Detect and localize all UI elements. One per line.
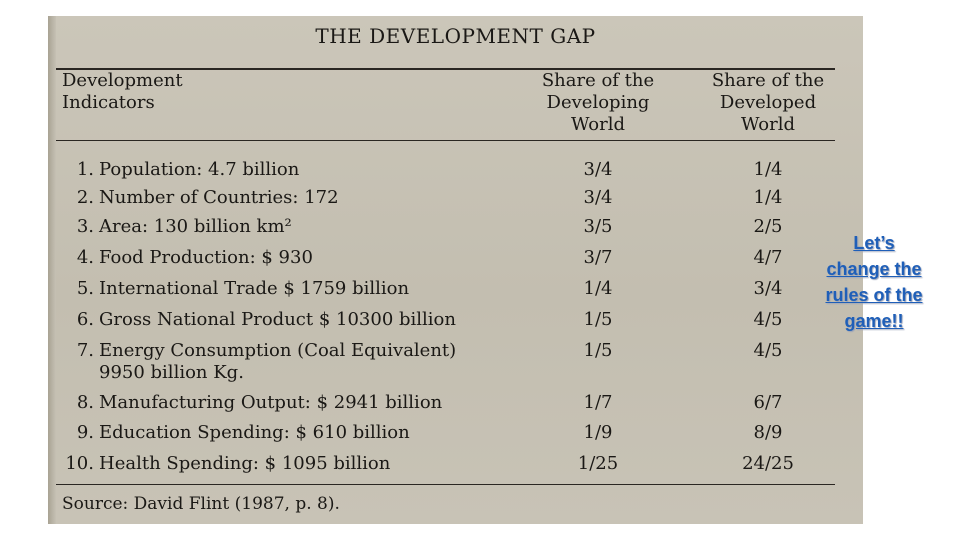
table-title: THE DEVELOPMENT GAP	[315, 24, 596, 48]
bottom-rule	[56, 484, 835, 485]
row-developed-share: 1/4	[753, 187, 783, 208]
row-developed-share: 4/5	[753, 309, 783, 330]
row-developing-share: 1/5	[583, 340, 613, 361]
row-developing-share: 3/4	[583, 159, 613, 180]
row-indicator: Education Spending: $ 610 billion	[99, 422, 410, 443]
row-developing-share: 1/9	[583, 422, 613, 443]
row-indicator: Food Production: $ 930	[99, 247, 313, 268]
row-developing-share: 1/25	[577, 453, 619, 474]
row-number: 1.	[76, 159, 94, 180]
row-number: 6.	[76, 309, 94, 330]
row-indicator: Area: 130 billion km²	[99, 216, 292, 237]
row-developing-share: 1/7	[583, 392, 613, 413]
row-number: 2.	[76, 187, 94, 208]
row-developing-share: 1/5	[583, 309, 613, 330]
row-number: 8.	[76, 392, 94, 413]
row-developed-share: 4/7	[753, 247, 783, 268]
row-developing-share: 3/7	[583, 247, 613, 268]
row-developed-share: 2/5	[753, 216, 783, 237]
row-number: 3.	[76, 216, 94, 237]
row-number: 10.	[65, 453, 94, 474]
scanned-table-image: THE DEVELOPMENT GAP Development Indicato…	[48, 16, 863, 524]
row-developing-share: 3/5	[583, 216, 613, 237]
row-developing-share: 1/4	[583, 278, 613, 299]
source-citation: Source: David Flint (1987, p. 8).	[62, 494, 340, 514]
row-indicator: Population: 4.7 billion	[99, 159, 300, 180]
row-indicator: Health Spending: $ 1095 billion	[99, 453, 391, 474]
row-indicator: International Trade $ 1759 billion	[99, 278, 410, 299]
row-number: 5.	[76, 278, 94, 299]
top-rule	[56, 68, 835, 70]
row-developed-share: 1/4	[753, 159, 783, 180]
header-rule	[56, 140, 835, 141]
row-developed-share: 3/4	[753, 278, 783, 299]
header-indicators: Development Indicators	[62, 70, 183, 113]
row-indicator: Gross National Product $ 10300 billion	[99, 309, 456, 330]
row-developed-share: 24/25	[742, 453, 794, 474]
row-indicator: Number of Countries: 172	[99, 187, 339, 208]
row-number: 9.	[76, 422, 94, 443]
row-developed-share: 8/9	[753, 422, 783, 443]
callout-text: Let’s change the rules of the game!!	[825, 233, 923, 331]
row-indicator: Energy Consumption (Coal Equivalent) 995…	[99, 340, 457, 383]
row-developed-share: 4/5	[753, 340, 783, 361]
page-edge-shadow	[48, 16, 56, 524]
header-developing: Share of the Developing World	[541, 70, 655, 135]
header-developed: Share of the Developed World	[711, 70, 825, 135]
row-indicator: Manufacturing Output: $ 2941 billion	[99, 392, 443, 413]
row-number: 7.	[76, 340, 94, 361]
row-number: 4.	[76, 247, 94, 268]
row-developed-share: 6/7	[753, 392, 783, 413]
row-developing-share: 3/4	[583, 187, 613, 208]
